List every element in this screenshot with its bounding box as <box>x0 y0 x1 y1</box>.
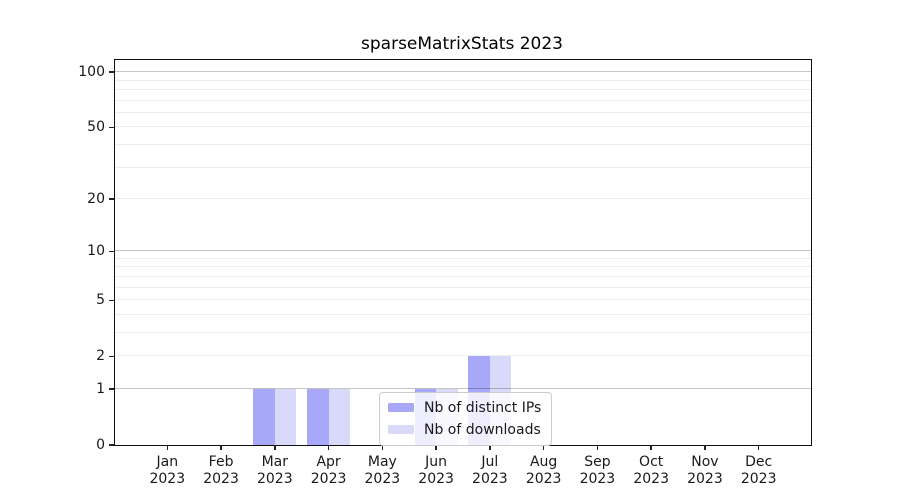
x-tick-label: Apr 2023 <box>311 454 347 488</box>
x-tick-mark <box>542 445 545 450</box>
x-tick-label: May 2023 <box>365 454 401 488</box>
x-tick-month: Oct <box>639 454 664 470</box>
x-tick-label: Jan 2023 <box>149 454 185 488</box>
y-tick-mark <box>109 388 114 390</box>
gridline-major <box>115 71 811 73</box>
x-tick-year: 2023 <box>687 471 723 487</box>
x-tick-year: 2023 <box>633 471 669 487</box>
gridline-minor <box>115 88 811 90</box>
x-tick-month: Jul <box>481 454 499 470</box>
y-tick-mark <box>109 198 114 200</box>
y-tick-mark <box>109 444 114 446</box>
y-tick-mark <box>109 71 114 73</box>
x-tick-month: Feb <box>208 454 234 470</box>
x-tick-mark <box>381 445 384 450</box>
bar-distinct-ips <box>253 389 275 445</box>
x-tick-mark <box>650 445 652 450</box>
gridline-minor <box>115 143 811 145</box>
legend-label: Nb of downloads <box>424 421 541 438</box>
x-tick-year: 2023 <box>525 471 562 487</box>
x-tick-mark <box>704 445 706 450</box>
gridline-minor <box>115 299 811 301</box>
bar-distinct-ips <box>307 389 329 445</box>
x-tick-mark <box>435 445 437 450</box>
gridline-minor <box>115 266 811 268</box>
x-tick-mark <box>166 445 168 450</box>
x-tick-month: Nov <box>691 454 719 470</box>
x-tick-mark <box>596 445 599 450</box>
y-tick-label: 2 <box>96 348 105 365</box>
x-tick-month: Jan <box>156 454 179 470</box>
x-tick-year: 2023 <box>472 471 508 487</box>
y-tick-label: 100 <box>78 64 105 81</box>
y-tick-label: 1 <box>96 380 105 397</box>
x-tick-year: 2023 <box>418 471 454 487</box>
x-tick-month: Apr <box>316 454 341 470</box>
y-tick-mark <box>109 250 114 252</box>
x-tick-month: Mar <box>261 454 289 470</box>
x-tick-year: 2023 <box>579 471 616 487</box>
gridline-minor <box>115 99 811 101</box>
legend-swatch <box>388 403 414 412</box>
x-tick-month: Aug <box>529 454 558 470</box>
gridline-minor <box>115 126 811 128</box>
x-tick-year: 2023 <box>740 471 777 487</box>
gridline-minor <box>115 79 811 81</box>
x-tick-month: Dec <box>745 454 773 470</box>
gridline-major <box>115 388 811 389</box>
x-tick-year: 2023 <box>256 471 293 487</box>
y-tick-mark <box>109 355 114 357</box>
x-tick-label: Aug 2023 <box>526 454 562 488</box>
y-tick-label: 10 <box>87 243 105 260</box>
bar-downloads <box>328 389 351 445</box>
gridline-minor <box>115 198 811 200</box>
x-tick-label: Dec 2023 <box>741 454 777 488</box>
x-tick-label: Oct 2023 <box>633 454 669 488</box>
legend-entry: Nb of distinct IPs <box>388 398 541 417</box>
x-tick-year: 2023 <box>203 471 239 487</box>
y-tick-label: 0 <box>96 437 105 453</box>
x-tick-label: Mar 2023 <box>257 454 293 488</box>
x-tick-label: Jun 2023 <box>418 454 454 488</box>
gridline-minor <box>115 332 811 333</box>
x-tick-mark <box>327 445 330 450</box>
legend-entry: Nb of downloads <box>388 420 541 439</box>
gridline-minor <box>115 355 811 357</box>
legend: Nb of distinct IPs Nb of downloads <box>379 392 553 446</box>
x-tick-label: Feb 2023 <box>203 454 239 488</box>
x-tick-mark <box>489 445 491 450</box>
x-tick-month: May <box>367 454 397 470</box>
plot-area: 0 1 2 5 10 20 50 100 Jan 2023 Feb 2023 Mar 2023 Apr 202… <box>78 59 812 487</box>
gridline-minor <box>115 111 811 113</box>
x-tick-year: 2023 <box>364 471 401 487</box>
gridline-minor <box>115 286 811 288</box>
gridline-major <box>115 250 811 252</box>
x-tick-mark <box>758 445 760 450</box>
y-tick-label: 20 <box>87 191 105 207</box>
x-tick-year: 2023 <box>310 471 347 487</box>
gridline-minor <box>115 257 811 259</box>
gridline-minor <box>115 313 811 315</box>
x-tick-mark <box>220 445 222 450</box>
x-tick-month: Sep <box>584 454 611 470</box>
bar-downloads <box>274 389 297 445</box>
gridline-minor <box>115 166 811 168</box>
x-tick-month: Jun <box>425 454 448 470</box>
x-tick-label: Nov 2023 <box>687 454 723 488</box>
y-tick-label: 50 <box>87 119 105 136</box>
x-tick-label: Sep 2023 <box>580 454 616 488</box>
y-tick-mark <box>109 126 114 128</box>
legend-label: Nb of distinct IPs <box>424 399 542 416</box>
chart-title: sparseMatrixStats 2023 <box>361 34 563 54</box>
legend-swatch <box>388 425 414 434</box>
y-tick-label: 5 <box>96 292 105 309</box>
x-tick-label: Jul 2023 <box>472 454 508 488</box>
x-tick-mark <box>274 445 276 450</box>
gridline-minor <box>115 275 811 277</box>
x-tick-year: 2023 <box>149 471 186 487</box>
y-tick-mark <box>109 299 114 301</box>
